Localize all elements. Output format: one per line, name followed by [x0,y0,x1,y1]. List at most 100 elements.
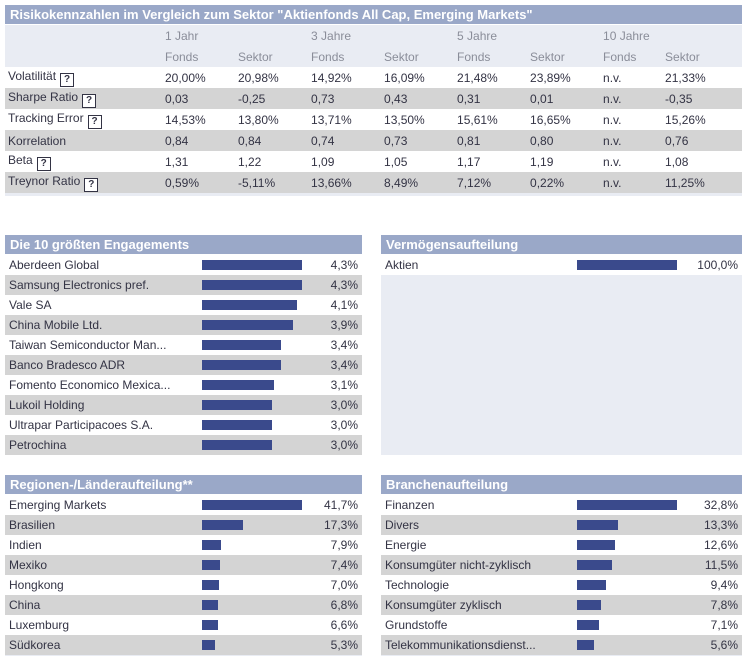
allocation-row: Ultrapar Participacoes S.A. 3,0% [5,415,362,435]
sektor-header: Sektor [384,49,419,64]
allocation-percent: 32,8% [703,498,738,512]
allocation-bar [577,500,677,510]
allocation-percent: 3,0% [330,398,358,412]
asset-allocation-list: Aktien 100,0% [381,255,742,275]
empty-header-cell [5,25,165,46]
risk-value: 15,61% [457,109,531,130]
risk-value: 7,12% [457,172,531,193]
help-icon[interactable]: ? [82,93,97,108]
risk-value: -5,11% [238,172,312,193]
risk-value: 20,98% [238,67,312,88]
allocation-row: Energie 12,6% [381,535,742,555]
risk-metrics-title: Risikokennzahlen im Vergleich zum Sektor… [5,5,742,25]
risk-label: Volatilität [8,68,57,83]
allocation-percent: 3,1% [330,378,358,392]
risk-value: n.v. [603,130,666,151]
allocation-row: China 6,8% [5,595,362,615]
allocation-bar [202,360,281,370]
help-icon[interactable]: ? [36,156,51,171]
allocation-row: Indien 7,9% [5,535,362,555]
risk-label-cell: Beta? [5,151,165,172]
allocation-percent: 5,6% [710,638,738,652]
allocation-bar [202,620,218,630]
allocation-bar [202,380,274,390]
risk-row: Korrelation 0,84 0,84 0,74 0,73 0,81 0,80 n.v. 0… [5,130,743,151]
allocation-label: Petrochina [9,438,67,452]
risk-value: n.v. [603,67,666,88]
risk-value: 13,66% [311,172,385,193]
period-header: 5 Jahre [457,28,498,43]
allocation-label: Mexiko [9,558,48,572]
allocation-bar [202,640,215,650]
risk-value: n.v. [603,88,666,109]
allocation-label: Technologie [385,578,450,592]
risk-value: 0,22% [530,172,604,193]
help-icon[interactable]: ? [87,114,102,129]
allocation-label: Südkorea [9,638,61,652]
asset-allocation-title: Vermögensaufteilung [381,235,742,255]
allocation-row: Banco Bradesco ADR 3,4% [5,355,362,375]
fonds-header: Fonds [457,49,491,64]
allocation-bar [202,320,293,330]
risk-value: -0,25 [238,88,312,109]
allocation-label: Samsung Electronics pref. [9,278,150,292]
allocation-row: Mexiko 7,4% [5,555,362,575]
risk-row: Volatilität? 20,00% 20,98% 14,92% 16,09% 21,4… [5,67,743,88]
allocation-label: Luxemburg [9,618,70,632]
allocation-bar [202,500,302,510]
allocation-bar [577,540,615,550]
risk-row: Beta? 1,31 1,22 1,09 1,05 1,17 1,19 n.v. 1,08 [5,151,743,172]
region-allocation-panel: Regionen-/Länderaufteilung** Emerging Ma… [5,475,362,656]
allocation-label: China [9,598,41,612]
period-header: 3 Jahre [311,28,352,43]
allocation-row: Fomento Economico Mexica... 3,1% [5,375,362,395]
allocation-bar [577,600,601,610]
allocation-row: Petrochina 3,0% [5,435,362,455]
help-icon[interactable]: ? [60,72,75,87]
risk-label: Treynor Ratio [8,173,81,188]
allocation-label: Vale SA [9,298,52,312]
allocation-bar [202,280,302,290]
allocation-bar [202,540,221,550]
allocation-label: Finanzen [385,498,435,512]
help-icon[interactable]: ? [84,177,99,192]
allocation-bar [202,260,302,270]
allocation-bar [577,260,677,270]
allocation-bar [577,580,606,590]
allocation-percent: 6,6% [330,618,358,632]
risk-value: 23,89% [530,67,604,88]
allocation-row: Emerging Markets 41,7% [5,495,362,515]
allocation-percent: 7,1% [710,618,738,632]
risk-label-cell: Tracking Error? [5,109,165,130]
risk-value: 16,09% [384,67,458,88]
allocation-label: Hongkong [9,578,64,592]
allocation-bar [202,520,243,530]
risk-value: 0,80 [530,130,604,151]
risk-value: 0,76 [665,130,743,151]
allocation-label: Banco Bradesco ADR [9,358,126,372]
risk-value: 0,59% [165,172,238,193]
allocation-row: Telekommunikationsdienst... 5,6% [381,635,742,655]
allocation-row: Grundstoffe 7,1% [381,615,742,635]
risk-value: 0,74 [311,130,385,151]
risk-value: 21,48% [457,67,531,88]
risk-value: 0,84 [165,130,238,151]
allocation-percent: 41,7% [323,498,358,512]
period-header-row: 1 Jahr 3 Jahre 5 Jahre 10 Jahre [5,25,742,46]
allocation-label: Divers [385,518,420,532]
allocation-label: Aktien [385,258,419,272]
risk-value: 1,17 [457,151,531,172]
risk-value: 8,49% [384,172,458,193]
allocation-percent: 3,4% [330,338,358,352]
allocation-bar [202,600,218,610]
allocation-bar [577,520,618,530]
allocation-percent: 17,3% [323,518,358,532]
allocation-percent: 7,9% [330,538,358,552]
allocation-label: Indien [9,538,42,552]
allocation-label: Ultrapar Participacoes S.A. [9,418,154,432]
allocation-label: Aberdeen Global [9,258,100,272]
period-header: 10 Jahre [603,28,650,43]
allocation-row: Hongkong 7,0% [5,575,362,595]
allocation-label: Konsumgüter zyklisch [385,598,502,612]
allocation-percent: 3,0% [330,418,358,432]
